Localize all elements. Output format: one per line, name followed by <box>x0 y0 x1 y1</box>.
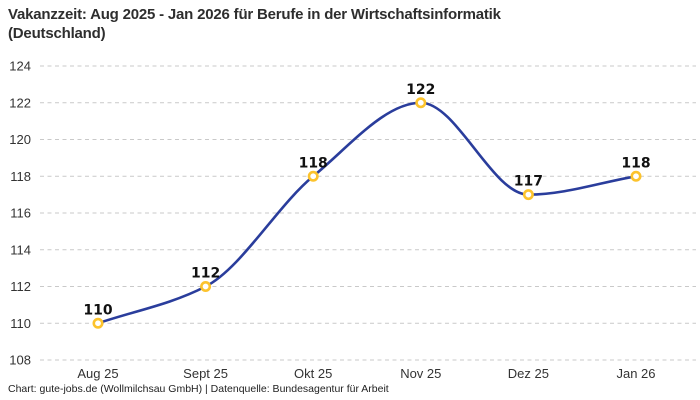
chart-title-line2: (Deutschland) <box>8 25 106 42</box>
y-tick-label: 114 <box>10 242 31 257</box>
data-point-label: 118 <box>299 155 328 171</box>
y-tick-label: 122 <box>9 95 31 110</box>
y-axis-tick-labels: 108 110 112 114 116 118 120 122 124 <box>9 59 31 368</box>
y-tick-label: 112 <box>10 279 31 294</box>
x-tick-label: Jan 26 <box>616 366 655 381</box>
y-tick-label: 116 <box>10 206 31 221</box>
data-point-label: 112 <box>191 266 220 282</box>
x-tick-label: Nov 25 <box>400 366 441 381</box>
gridlines <box>40 65 696 361</box>
x-tick-label: Okt 25 <box>294 366 332 381</box>
data-point-label: 122 <box>406 82 435 98</box>
data-point-labels: 110 112 118 122 117 118 <box>83 82 650 319</box>
chart-credit: Chart: gute-jobs.de (Wollmilchsau GmbH) … <box>8 383 389 395</box>
data-point-marker <box>415 97 427 109</box>
chart-title-line1: Vakanzzeit: Aug 2025 - Jan 2026 für Beru… <box>8 6 501 23</box>
x-tick-label: Aug 25 <box>77 366 118 381</box>
data-point-label: 118 <box>621 155 650 171</box>
data-point-markers <box>92 97 642 329</box>
chart-title: Vakanzzeit: Aug 2025 - Jan 2026 für Beru… <box>8 5 608 43</box>
y-tick-label: 118 <box>10 169 31 184</box>
y-tick-label: 120 <box>9 132 31 147</box>
data-point-label: 110 <box>83 302 112 318</box>
data-point-marker <box>200 280 212 292</box>
data-point-marker <box>630 170 642 182</box>
x-axis-tick-labels: Aug 25 Sept 25 Okt 25 Nov 25 Dez 25 Jan 26 <box>77 366 655 381</box>
y-tick-label: 124 <box>9 59 31 74</box>
data-point-marker <box>522 189 534 201</box>
data-point-marker <box>92 317 104 329</box>
y-tick-label: 108 <box>9 353 31 368</box>
x-tick-label: Dez 25 <box>508 366 549 381</box>
data-point-label: 117 <box>514 174 543 190</box>
y-tick-label: 110 <box>10 316 31 331</box>
data-point-marker <box>307 170 319 182</box>
x-tick-label: Sept 25 <box>183 366 228 381</box>
